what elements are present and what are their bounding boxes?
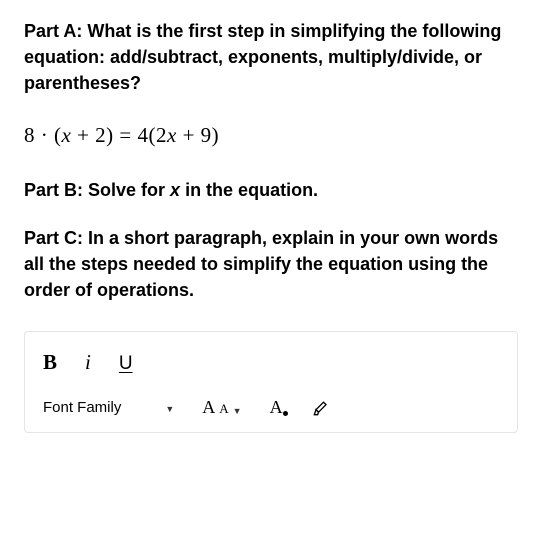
font-color-button[interactable]: A: [270, 397, 283, 418]
italic-button[interactable]: i: [85, 350, 91, 375]
dot-operator: ·: [41, 123, 49, 147]
part-c-paragraph: Part C: In a short paragraph, explain in…: [24, 225, 518, 303]
part-a-text: What is the first step in simplifying th…: [24, 21, 501, 93]
part-c-text: In a short paragraph, explain in your ow…: [24, 228, 498, 300]
highlighter-icon: [311, 398, 331, 418]
rhs-coeff: 4: [138, 123, 149, 147]
font-family-label: Font Family: [43, 399, 121, 416]
highlight-button[interactable]: [311, 398, 331, 418]
lhs-var: x: [62, 123, 72, 147]
part-b-text-suffix: in the equation.: [180, 180, 318, 200]
underline-button[interactable]: U: [119, 353, 133, 375]
chevron-down-icon: ▼: [233, 406, 242, 416]
part-c-label: Part C:: [24, 228, 83, 248]
lhs-coeff: 8: [24, 123, 35, 147]
font-size-big-a: A: [202, 397, 215, 418]
equals-sign: =: [119, 123, 131, 147]
font-family-select[interactable]: Font Family ▼: [43, 399, 174, 416]
part-b-var: x: [170, 180, 180, 200]
question-body: Part A: What is the first step in simpli…: [24, 18, 518, 303]
part-b-paragraph: Part B: Solve for x in the equation.: [24, 177, 518, 203]
equation: 8 · (x + 2) = 4(2x + 9): [24, 120, 518, 150]
chevron-down-icon: ▼: [165, 404, 174, 414]
toolbar-row: Font Family ▼ AA ▼ A: [43, 397, 499, 418]
part-a-paragraph: Part A: What is the first step in simpli…: [24, 18, 518, 96]
rich-text-editor-toolbar: B i U Font Family ▼ AA ▼ A: [24, 331, 518, 433]
part-b-label: Part B:: [24, 180, 83, 200]
rhs-var: x: [167, 123, 177, 147]
color-indicator-dot: [283, 411, 288, 416]
font-color-letter: A: [270, 397, 283, 417]
part-a-label: Part A:: [24, 21, 82, 41]
format-row: B i U: [43, 350, 499, 375]
font-size-small-a: A: [219, 401, 228, 417]
part-b-text-prefix: Solve for: [83, 180, 170, 200]
font-size-select[interactable]: AA ▼: [202, 397, 241, 418]
bold-button[interactable]: B: [43, 350, 57, 375]
